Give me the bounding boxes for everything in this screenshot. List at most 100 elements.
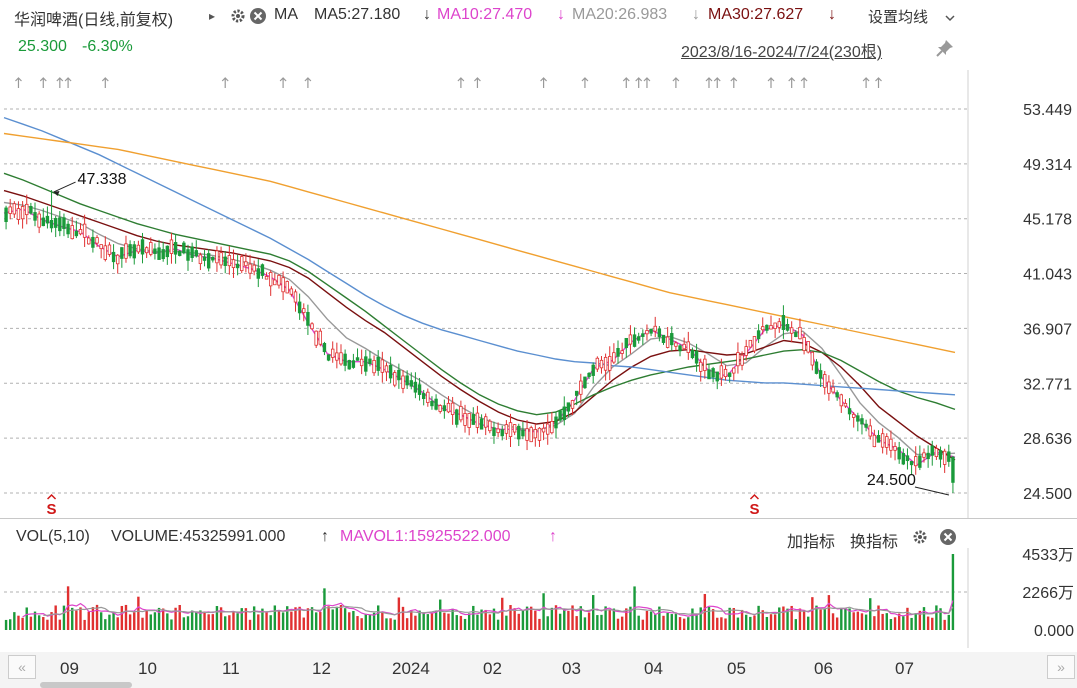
scrollbar-thumb[interactable] [40, 682, 132, 688]
volume-bar [563, 608, 566, 630]
volume-bar [248, 619, 252, 630]
volume-bar [736, 617, 740, 630]
volume-bar [75, 610, 78, 630]
candle-body [240, 256, 244, 272]
candle-body [62, 217, 66, 230]
volume-bar [145, 609, 148, 630]
candle-body [25, 203, 29, 216]
volume-bar [931, 617, 934, 630]
candle-body [670, 333, 674, 346]
volume-bar [761, 610, 764, 630]
y-tick-label: 28.636 [1023, 431, 1072, 448]
volume-bar [782, 606, 785, 630]
volume-bar [29, 616, 33, 630]
volume-bar [889, 619, 893, 630]
switch-indicator-button[interactable]: 换指标 [850, 534, 899, 551]
volume-bar [695, 614, 698, 630]
volume-bar [765, 616, 769, 630]
candle-body [641, 333, 645, 337]
candle-body [711, 368, 715, 378]
volume-bar [666, 612, 669, 630]
vol-y-tick-label: 0.000 [1034, 623, 1074, 640]
candle-body [393, 372, 397, 386]
candle-body [500, 429, 504, 437]
candle-body [277, 274, 281, 286]
candle-body [703, 358, 707, 371]
volume-bar [654, 614, 657, 630]
expand-arrow-icon[interactable]: ▸ [209, 9, 216, 23]
candle-body [583, 376, 587, 389]
candle-body [120, 247, 124, 259]
volume-bar [410, 610, 413, 630]
volume-bar [327, 606, 330, 630]
event-marker-icon [101, 77, 109, 88]
candle-body [918, 455, 922, 468]
volume-bar [840, 607, 843, 630]
candle-body [860, 418, 864, 425]
candle-body [818, 370, 823, 379]
double-chevron-left-icon[interactable]: « [8, 655, 36, 679]
volume-value: VOLUME:45325991.000 [111, 528, 286, 545]
volume-bar [724, 618, 727, 630]
ma-settings-button[interactable]: 设置均线 [868, 9, 929, 26]
volume-bar [207, 614, 210, 630]
volume-bar [203, 611, 206, 630]
date-range[interactable]: 2023/8/16-2024/7/24(230根) [681, 44, 883, 61]
candle-body [554, 416, 558, 429]
candle-body [186, 249, 190, 261]
high-arrow [53, 181, 76, 193]
low-arrow [914, 486, 950, 496]
volume-bar [385, 618, 388, 630]
volume-bar [120, 605, 124, 630]
volume-bar [852, 612, 855, 630]
event-marker-icon [862, 77, 870, 88]
chevron-down-icon[interactable] [945, 10, 955, 28]
x-tick-label: 06 [814, 659, 833, 678]
gear-icon[interactable] [229, 7, 247, 30]
candle-body [595, 357, 600, 370]
candle-body [942, 450, 947, 465]
volume-bar [802, 609, 806, 630]
candle-body [777, 321, 781, 328]
volume-bar [50, 612, 53, 630]
volume-bar [414, 615, 417, 630]
candle-body [260, 264, 265, 276]
candle-body [922, 452, 926, 458]
volume-bar [513, 608, 516, 630]
volume-bar [476, 614, 479, 630]
candle-body [661, 334, 666, 343]
price-change: -6.30% [82, 38, 133, 55]
add-indicator-button[interactable]: 加指标 [787, 534, 836, 551]
price-chart[interactable]: 53.449 49.314 45.178 41.043 36.907 32.771 28.6… [0, 70, 1077, 518]
candle-body [211, 256, 215, 261]
indicator-close-icon[interactable] [939, 528, 957, 551]
double-chevron-right-icon[interactable]: » [1047, 655, 1075, 679]
candle-body [273, 279, 277, 286]
candle-body [388, 364, 393, 379]
candle-body [521, 429, 525, 437]
indicator-gear-icon[interactable] [911, 528, 929, 551]
volume-bar [331, 609, 334, 630]
candle-body [149, 242, 153, 255]
volume-bar [348, 612, 351, 630]
vol-label: VOL(5,10) [16, 528, 90, 545]
volume-bar [405, 618, 409, 630]
candles [4, 190, 955, 493]
candle-body [951, 456, 955, 483]
candle-body [95, 237, 99, 244]
candle-body [455, 409, 459, 425]
x-tick-label: 02 [483, 659, 502, 678]
candle-body [488, 420, 492, 432]
volume-chart[interactable]: 4533万 2266万 0.000 [0, 548, 1077, 648]
volume-bar [720, 617, 723, 630]
candle-body [827, 381, 831, 394]
candle-body [843, 402, 848, 407]
volume-bar [447, 613, 450, 630]
pin-icon[interactable] [935, 38, 955, 63]
candle-body [885, 436, 889, 448]
candle-body [306, 311, 310, 326]
candle-body [310, 323, 314, 330]
event-marker-icon [304, 77, 312, 88]
close-icon[interactable] [249, 7, 267, 30]
volume-bar [62, 605, 66, 630]
